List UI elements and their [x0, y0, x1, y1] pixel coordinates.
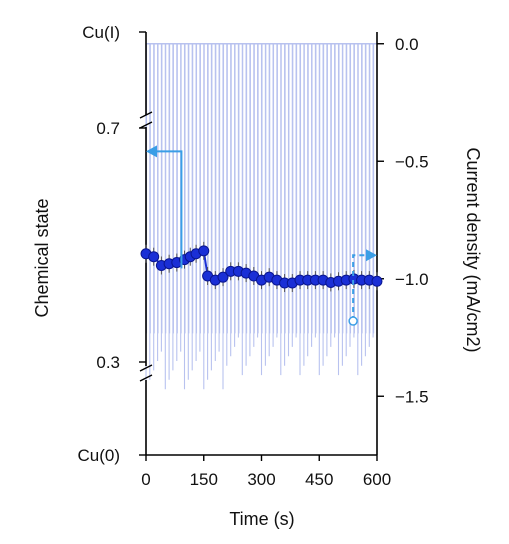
- chemical-state-point: [148, 251, 160, 263]
- left-tick-label: Cu(0): [77, 446, 120, 465]
- x-tick-label: 300: [247, 470, 275, 489]
- right-tick-label: −1.5: [395, 387, 429, 406]
- axis-arrow-2: [352, 254, 368, 322]
- left-y-axis-title: Chemical state: [32, 198, 52, 317]
- right-tick-label: 0.0: [395, 35, 419, 54]
- chemical-state-series: [140, 241, 383, 293]
- right-tick-label: −0.5: [395, 152, 429, 171]
- axis-break-1: [139, 111, 153, 129]
- right-tick-label: −1.0: [395, 270, 429, 289]
- current-density-trace: [145, 43, 377, 390]
- x-axis-title: Time (s): [229, 509, 294, 529]
- chemical-state-point: [217, 271, 229, 283]
- axis-arrow-1: [155, 150, 183, 269]
- left-tick-label: Cu(I): [82, 23, 120, 42]
- x-tick-label: 600: [363, 470, 391, 489]
- axis-break-2: [139, 364, 153, 382]
- left-tick-label: 0.3: [96, 353, 120, 372]
- axis-arrow-head-2: [366, 249, 377, 262]
- x-tick-label: 0: [141, 470, 150, 489]
- right-y-axis-title: Current density (mA/cm2): [463, 147, 483, 352]
- axis-arrow-marker: [348, 316, 358, 326]
- x-tick-label: 450: [305, 470, 333, 489]
- chemical-state-point: [371, 275, 383, 287]
- axis-arrows: [146, 145, 377, 326]
- x-tick-label: 150: [190, 470, 218, 489]
- tick-labels: 0 150 300 450 600 Cu(0) 0.3 0.7 Cu(I) 0.0 −0.5 −1.0…: [77, 23, 428, 489]
- left-tick-label: 0.7: [96, 119, 120, 138]
- chemical-state-point: [198, 245, 210, 257]
- current-density-line: [145, 43, 375, 390]
- axis-arrow-head-1: [146, 145, 157, 158]
